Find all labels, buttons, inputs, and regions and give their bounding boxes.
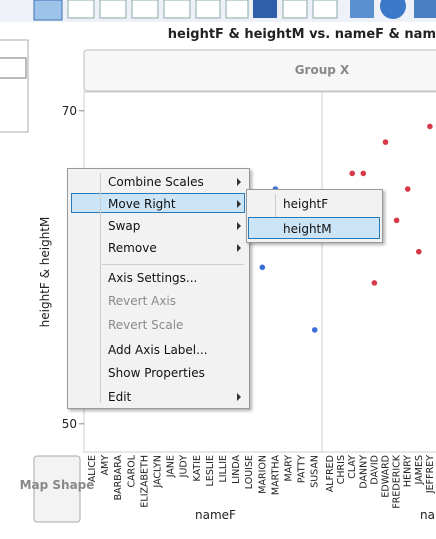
x-tick-label: KATIE <box>192 455 203 481</box>
group-header[interactable] <box>83 49 436 92</box>
menu-item[interactable]: Add Axis Label... <box>108 343 208 357</box>
x-tick-label: JEFFREY <box>425 455 436 494</box>
x-tick-label: CLAY <box>347 455 358 479</box>
submenu-item[interactable]: heightF <box>283 197 329 211</box>
left-panel <box>0 39 29 133</box>
submenu-arrow <box>237 200 241 208</box>
y-tick-label: 70 <box>62 104 77 118</box>
data-point <box>393 217 400 224</box>
toolbar-icons <box>33 0 436 21</box>
menu-separator <box>102 264 244 265</box>
menu-item[interactable]: Revert Scale <box>108 318 184 332</box>
data-point <box>404 186 411 192</box>
x-tick-label: ELIZABETH <box>139 455 150 508</box>
menu-item[interactable]: Combine Scales <box>108 175 204 189</box>
x-tick-label: HENRY <box>403 455 414 487</box>
x-tick-label: JACLYN <box>153 455 164 489</box>
x-tick-label: ALFRED <box>325 455 336 492</box>
x-tick-label: PATTY <box>297 455 308 483</box>
submenu-arrow <box>237 244 241 252</box>
menu-gutter <box>100 173 101 403</box>
x-tick-label: MARION <box>257 455 268 494</box>
x-tick-label: CHRIS <box>336 455 347 484</box>
x-tick-label: DANNY <box>358 455 369 489</box>
menu-item[interactable]: Move Right <box>108 197 176 211</box>
menu-item[interactable]: Swap <box>108 219 141 233</box>
data-point <box>360 170 367 177</box>
menu-item[interactable]: Revert Axis <box>108 294 177 308</box>
y-axis-label: heightF & heightM <box>38 217 52 328</box>
x-tick-label: BARBARA <box>113 455 124 501</box>
data-point <box>416 248 422 255</box>
map-shape-zone[interactable] <box>33 455 81 523</box>
x-tick-label: LOUISE <box>244 455 255 489</box>
data-point <box>427 123 433 130</box>
x-tick-label: AMY <box>100 455 111 476</box>
x-tick-label: LESLIE <box>205 455 216 486</box>
x-tick-label: JANE <box>166 455 177 478</box>
x-tick-label: JAMES <box>414 455 425 485</box>
submenu-arrow <box>237 178 241 186</box>
x-tick-label: FREDERICK <box>392 454 403 508</box>
map-shape-label: Map Shape <box>20 478 95 492</box>
x-tick-label: MARTHA <box>270 455 281 496</box>
x-tick-label: SUSAN <box>310 455 321 488</box>
data-point <box>349 170 356 177</box>
x-axis-label: nameF <box>195 508 236 522</box>
group-label: Group X <box>295 63 350 77</box>
menu-item[interactable]: Show Properties <box>108 366 205 380</box>
submenu-highlight <box>248 217 380 239</box>
x-tick-label: DAVID <box>369 455 380 485</box>
menu-item[interactable]: Edit <box>108 390 132 404</box>
submenu-arrow <box>237 222 241 230</box>
data-point <box>311 327 318 333</box>
x-tick-label: JUDY <box>179 455 190 479</box>
submenu-arrow <box>237 393 241 401</box>
data-point <box>259 264 266 271</box>
x-tick-label: MARY <box>284 455 295 482</box>
y-tick-label: 50 <box>62 417 77 431</box>
x-tick-label: EDWARD <box>381 455 392 498</box>
menu-item[interactable]: Axis Settings... <box>108 271 198 285</box>
menu-item[interactable]: Remove <box>108 241 157 255</box>
context-menu: Combine Scales Move Right Swap Remove Axis S… <box>67 168 250 409</box>
x-tick-label: LILLIE <box>218 455 229 482</box>
data-point <box>382 139 389 145</box>
data-point <box>371 280 378 286</box>
left-input[interactable] <box>0 57 27 79</box>
menu-highlight <box>71 193 245 213</box>
title: heightF & heightM vs. nameF & nam <box>168 27 436 42</box>
x-tick-label: LINDA <box>231 455 242 484</box>
x-tick-label: CAROL <box>126 454 137 487</box>
submenu: heightF heightM <box>246 189 383 243</box>
submenu-gutter <box>275 194 276 238</box>
submenu-item[interactable]: heightM <box>283 222 332 236</box>
x-tick-label: ALICE <box>87 455 98 482</box>
x-axis-label: nam <box>420 508 436 522</box>
